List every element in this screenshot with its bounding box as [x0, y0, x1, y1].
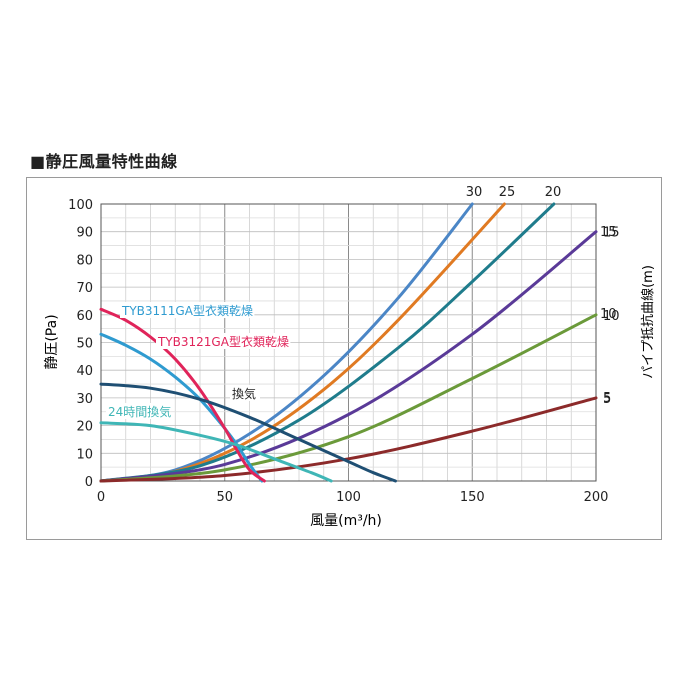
chart-title: ■静圧風量特性曲線 [30, 152, 178, 171]
pipe-curve-label: 25 [499, 185, 516, 200]
y-tick-label: 10 [76, 447, 93, 462]
y-tick-label: 70 [76, 281, 93, 296]
fan-curve-label: TYB3111GA型衣類乾燥 [121, 303, 253, 318]
pipe-resistance-curves [99, 202, 598, 483]
pipe-curve-10m [99, 313, 598, 483]
fan-curve-3 [99, 382, 397, 483]
y-tick-label: 40 [76, 364, 93, 379]
tick-labels: 0 10 20 30 40 50 60 70 80 90 100 0 50 100 150 200 5 10 15 [68, 198, 619, 505]
fan-curve-4 [99, 421, 333, 483]
y-tick-label: 90 [76, 226, 93, 241]
label-background [120, 302, 255, 318]
secondary-y-axis-label: パイプ抵抗曲線(m) [640, 265, 656, 379]
x-tick-label: 50 [216, 490, 233, 505]
pipe-curve-label: 20 [545, 185, 562, 200]
fan-curves [99, 307, 397, 483]
pipe-curve-label: 30 [466, 185, 483, 200]
y-tick-label: 20 [76, 420, 93, 435]
x-tick-label: 100 [336, 490, 361, 505]
pipe-curve-20m [99, 202, 556, 483]
y2-tick-label: 15 [603, 226, 620, 241]
y-axis-label: 静圧(Pa) [44, 314, 60, 369]
y2-tick-label: 10 [603, 309, 620, 324]
label-background [156, 333, 291, 349]
label-background [106, 403, 164, 419]
fan-curve-label: 24時間換気 [108, 404, 171, 419]
y-tick-label: 0 [85, 475, 93, 490]
curve-labels: 30 25 20 15 10 5 TYB3111GA型衣類乾燥 TYB3121GA型衣類乾燥換… [106, 185, 617, 419]
plot-border [100, 203, 597, 482]
y-tick-label: 80 [76, 253, 93, 268]
y-tick-label: 100 [68, 198, 93, 213]
fan-curve-label: TYB3121GA型衣類乾燥 [157, 334, 289, 349]
y2-tick-label: 5 [603, 392, 611, 407]
y-tick-label: 60 [76, 309, 93, 324]
pipe-curve-5m [99, 396, 598, 483]
pipe-curve-label: 5 [603, 391, 611, 406]
pipe-curve-label: 10 [600, 307, 617, 322]
x-axis-label: 風量(m³/h) [310, 513, 382, 529]
fan-curve-2 [99, 307, 266, 483]
pipe-curve-label: 15 [600, 225, 617, 240]
x-tick-label: 200 [584, 490, 609, 505]
fan-curve-label: 換気 [232, 386, 256, 401]
x-tick-label: 0 [97, 490, 105, 505]
label-background [230, 385, 260, 401]
axes [100, 203, 597, 482]
y-tick-label: 50 [76, 337, 93, 352]
chart-frame [26, 177, 662, 540]
x-tick-label: 150 [460, 490, 485, 505]
y-tick-label: 30 [76, 392, 93, 407]
pipe-curve-15m [99, 230, 598, 483]
